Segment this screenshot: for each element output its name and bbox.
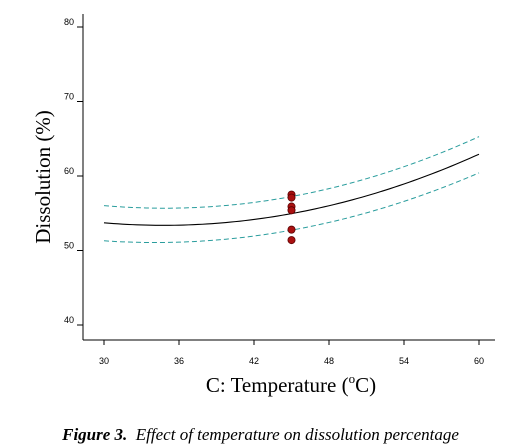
x-tick-label: 48 xyxy=(324,356,334,366)
y-tick-label: 40 xyxy=(64,315,74,325)
x-tick-label: 30 xyxy=(99,356,109,366)
figure-caption-number: Figure 3. xyxy=(62,425,128,444)
x-axis-title-degree: o xyxy=(349,371,356,386)
y-tick-label: 70 xyxy=(64,92,74,102)
design-point xyxy=(287,193,296,202)
x-tick-label: 54 xyxy=(399,356,409,366)
y-tick-label: 80 xyxy=(64,17,74,27)
y-ticks: 40 50 60 70 80 xyxy=(64,17,83,326)
x-tick-label: 42 xyxy=(249,356,259,366)
x-axis-title-main: C: Temperature ( xyxy=(206,373,349,397)
x-ticks: 30 36 42 48 54 60 xyxy=(99,340,484,366)
x-tick-label: 36 xyxy=(174,356,184,366)
x-tick-label: 60 xyxy=(474,356,484,366)
figure-caption: Figure 3. Effect of temperature on disso… xyxy=(0,425,521,445)
plot-axes xyxy=(82,14,495,341)
fit-line xyxy=(103,153,480,226)
design-point xyxy=(287,236,296,245)
y-axis-title: Dissolution (%) xyxy=(31,110,55,244)
x-axis-title: C: Temperature (oC) xyxy=(206,371,376,397)
y-tick-label: 60 xyxy=(64,166,74,176)
y-tick-label: 50 xyxy=(64,241,74,251)
figure-caption-text: Effect of temperature on dissolution per… xyxy=(135,425,459,444)
points-layer xyxy=(287,190,296,245)
x-axis-title-unit: C) xyxy=(355,373,376,397)
design-point xyxy=(287,206,296,215)
design-point xyxy=(287,225,296,234)
